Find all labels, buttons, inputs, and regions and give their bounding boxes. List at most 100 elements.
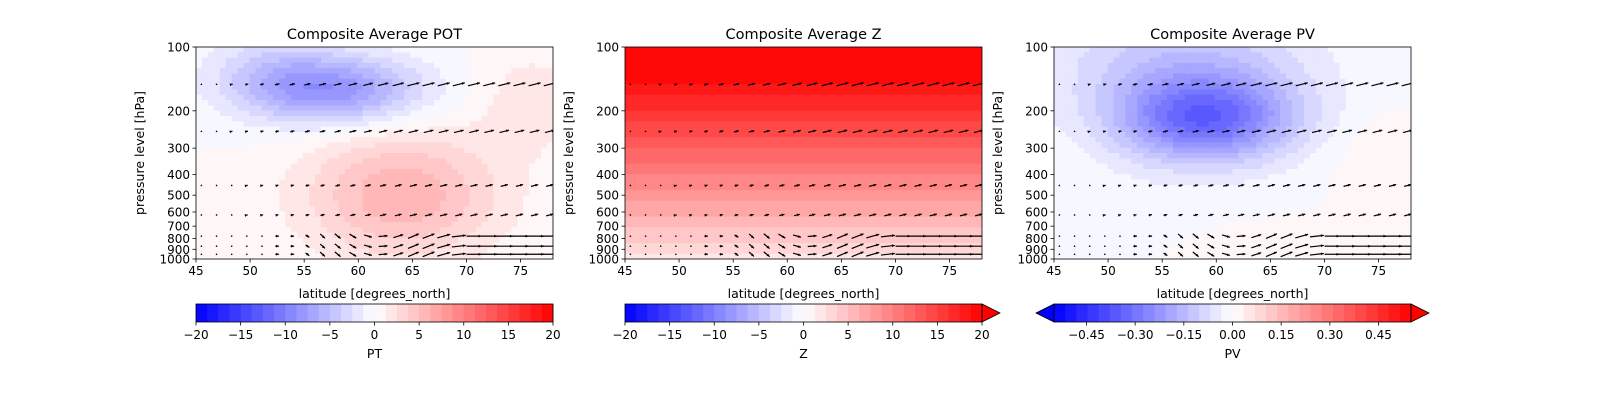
wind-arrowhead: [321, 213, 325, 217]
field-cell: [344, 179, 352, 186]
field-cell: [451, 73, 459, 80]
field-cell: [726, 84, 733, 90]
field-cell: [326, 62, 334, 69]
field-cell: [845, 68, 852, 75]
chart-0: 45 50 55 60 65 70 7510020030040050060070080090…: [132, 27, 561, 361]
chart-title: Composite Average POT: [287, 27, 462, 43]
field-cell: [868, 84, 876, 90]
field-cell: [481, 211, 489, 218]
field-cell: [529, 168, 536, 175]
field-cell: [928, 179, 935, 186]
field-cell: [439, 216, 447, 223]
field-cell: [261, 62, 268, 69]
field-cell: [386, 158, 393, 165]
field-cell: [892, 94, 900, 101]
field-cell: [535, 62, 542, 69]
field-cell: [886, 78, 894, 85]
field-cell: [416, 227, 423, 234]
field-cell: [874, 163, 882, 170]
field-cell: [827, 78, 834, 85]
field-cell: [690, 126, 697, 133]
field-cell: [934, 153, 941, 159]
field-cell: [714, 105, 721, 112]
field-cell: [940, 158, 947, 165]
field-cell: [857, 137, 864, 143]
field-cell: [469, 110, 477, 117]
field-cell: [410, 115, 417, 122]
field-cell: [648, 110, 656, 117]
field-cell: [761, 84, 769, 90]
field-cell: [755, 89, 763, 96]
field-cell: [696, 52, 703, 59]
field-cell: [362, 227, 370, 234]
field-cell: [744, 94, 751, 101]
field-cell: [785, 84, 793, 90]
field-cell: [767, 179, 775, 186]
field-cell: [547, 121, 553, 128]
field-cell: [773, 253, 781, 259]
field-cell: [720, 89, 727, 96]
field-cell: [475, 200, 483, 207]
field-cell: [874, 147, 882, 154]
field-cell: [916, 216, 924, 223]
field-cell: [451, 174, 459, 181]
field-cell: [625, 195, 632, 202]
field-cell: [857, 78, 864, 85]
field-cell: [726, 121, 733, 128]
field-cell: [416, 121, 423, 128]
field-cell: [666, 62, 674, 69]
field-cell: [434, 47, 441, 53]
field-cell: [249, 121, 257, 128]
field-cell: [535, 52, 542, 59]
field-cell: [851, 73, 858, 80]
field-cell: [422, 47, 429, 53]
field-cell: [922, 47, 930, 53]
field-cell: [892, 137, 900, 143]
field-cell: [630, 253, 638, 259]
field-cell: [821, 237, 828, 244]
field-cell: [529, 174, 536, 181]
field-cell: [732, 110, 739, 117]
field-cell: [886, 206, 894, 212]
field-cell: [219, 89, 227, 96]
field-cell: [821, 62, 828, 69]
field-cell: [922, 190, 930, 196]
field-cell: [326, 253, 334, 259]
field-cell: [457, 253, 465, 259]
field-cell: [196, 84, 203, 90]
field-cell: [625, 126, 632, 133]
field-cell: [547, 184, 553, 191]
field-cell: [732, 105, 739, 112]
field-cell: [499, 73, 506, 80]
field-cell: [499, 142, 506, 149]
field-cell: [303, 73, 310, 80]
field-cell: [410, 184, 417, 191]
field-cell: [678, 89, 686, 96]
field-cell: [809, 232, 816, 239]
field-cell: [315, 110, 322, 117]
field-cell: [910, 110, 918, 117]
field-cell: [880, 221, 888, 228]
field-cell: [696, 253, 703, 259]
field-cell: [428, 221, 435, 228]
field-cell: [684, 100, 692, 106]
field-cell: [428, 115, 435, 122]
field-cell: [880, 211, 888, 218]
wind-arrowhead: [400, 234, 404, 237]
field-cell: [625, 62, 632, 69]
field-cell: [827, 195, 834, 202]
field-cell: [201, 232, 209, 239]
field-cell: [815, 216, 822, 223]
field-cell: [660, 131, 668, 138]
field-cell: [773, 206, 781, 212]
field-cell: [219, 68, 227, 75]
field-cell: [821, 168, 828, 175]
field-cell: [207, 142, 215, 149]
field-cell: [368, 94, 376, 101]
field-cell: [207, 147, 215, 154]
field-cell: [422, 68, 429, 75]
field-cell: [332, 253, 340, 259]
field-cell: [845, 216, 852, 223]
field-cell: [732, 253, 739, 259]
field-cell: [529, 52, 536, 59]
